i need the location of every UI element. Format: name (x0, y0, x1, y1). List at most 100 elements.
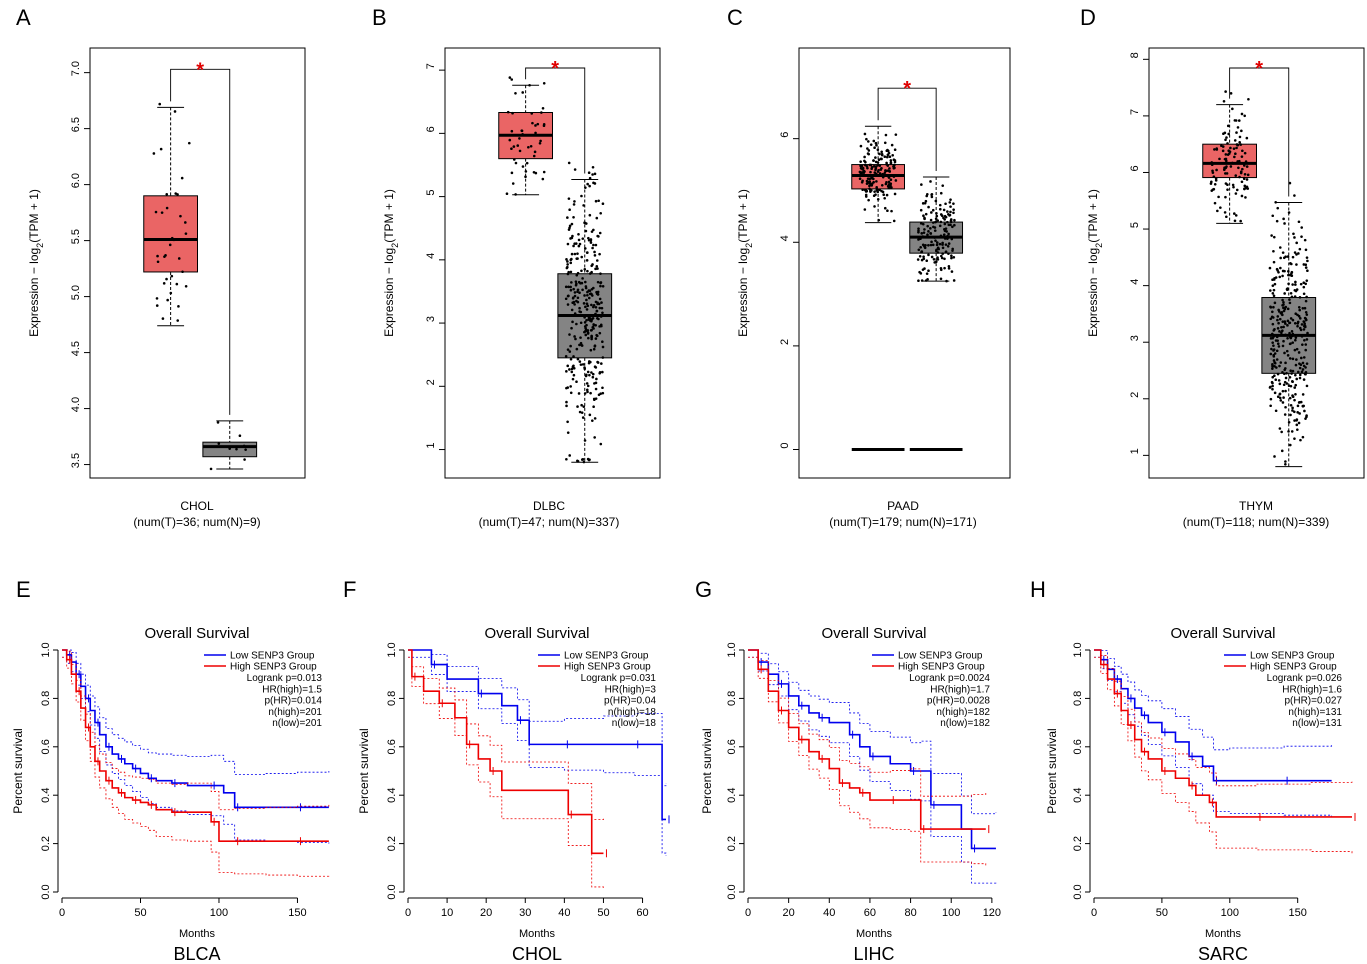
data-point (1233, 212, 1236, 215)
data-point (939, 277, 943, 281)
sample-count-label: (num(T)=118; num(N)=339) (1183, 515, 1330, 529)
y-axis-label: Percent survival (357, 728, 371, 813)
data-point (1282, 217, 1285, 221)
data-point (592, 347, 596, 351)
data-point (1225, 165, 1228, 168)
panel-letter: A (16, 5, 31, 30)
data-point (596, 360, 599, 364)
data-point (883, 141, 887, 145)
data-point (583, 267, 587, 271)
confidence-band-upper (1094, 649, 1333, 751)
data-point (598, 231, 602, 235)
data-point (1226, 188, 1229, 191)
data-point (1276, 315, 1280, 318)
data-point (1281, 320, 1285, 323)
data-point (885, 193, 889, 197)
data-point (918, 270, 921, 274)
data-point (156, 260, 160, 264)
data-point (929, 218, 933, 222)
data-point (1303, 324, 1307, 328)
data-point (950, 254, 953, 258)
x-axis-label: Months (1205, 928, 1242, 940)
data-point (924, 279, 928, 282)
km-title: Overall Survival (144, 625, 249, 642)
data-point (576, 459, 579, 463)
data-point (1243, 151, 1247, 155)
data-point (585, 318, 588, 322)
data-point (1244, 196, 1247, 199)
data-point (930, 195, 934, 199)
data-point (592, 405, 595, 408)
data-point (514, 193, 517, 196)
y-axis-label: Expression − log2(TPM + 1) (736, 189, 754, 337)
data-point (599, 392, 602, 396)
data-point (1286, 319, 1290, 323)
data-point (1295, 347, 1299, 351)
data-point (1297, 351, 1301, 354)
data-point (586, 331, 590, 335)
data-point (506, 110, 510, 114)
data-point (941, 252, 945, 255)
data-point (883, 196, 886, 200)
data-point (152, 152, 156, 155)
data-point (599, 315, 603, 318)
data-point (577, 244, 581, 248)
data-point (950, 256, 953, 260)
data-point (878, 164, 882, 167)
data-point (1235, 146, 1238, 150)
data-point (943, 228, 946, 231)
data-point (528, 83, 531, 87)
data-point (598, 252, 601, 256)
data-point (598, 297, 602, 301)
data-point (884, 133, 888, 137)
data-point (510, 129, 514, 133)
data-point (1293, 348, 1297, 352)
data-point (867, 149, 871, 152)
data-point (1231, 107, 1234, 111)
km-panel-H: H Overall Survival 0.0 0.2 0.4 0.6 0.8 1.0 0 50 10… (1030, 577, 1356, 964)
data-point (949, 198, 952, 201)
data-point (1291, 406, 1294, 410)
legend-label: Low SENP3 Group (898, 651, 983, 662)
data-point (180, 176, 184, 180)
data-point (1294, 383, 1298, 387)
data-point (595, 309, 599, 313)
data-point (938, 242, 942, 246)
data-point (235, 447, 238, 451)
data-point (875, 180, 878, 183)
data-point (1294, 393, 1297, 396)
data-point (1288, 331, 1291, 335)
data-point (155, 297, 159, 300)
data-point (599, 211, 602, 215)
data-point (601, 311, 604, 315)
data-point (1288, 357, 1292, 360)
data-point (571, 320, 574, 324)
low-group-curve (408, 649, 666, 821)
data-point (1274, 378, 1278, 382)
data-point (1291, 332, 1295, 336)
category-label: THYM (1239, 499, 1273, 513)
data-point (593, 172, 597, 176)
data-point (863, 132, 867, 136)
data-point (1302, 364, 1306, 368)
data-point (922, 231, 926, 234)
data-point (1269, 352, 1273, 356)
data-point (1210, 189, 1214, 192)
data-point (587, 238, 591, 242)
data-point (586, 329, 590, 332)
data-point (894, 133, 898, 136)
data-point (1281, 371, 1284, 374)
data-point (1286, 354, 1290, 357)
data-point (1290, 372, 1293, 375)
data-point (935, 243, 939, 247)
data-point (931, 221, 935, 224)
data-point (586, 370, 590, 374)
data-point (184, 284, 188, 288)
stat-label: n(high)=18 (608, 707, 657, 718)
data-point (580, 403, 583, 407)
data-point (589, 241, 593, 244)
data-point (1290, 330, 1294, 333)
data-point (588, 319, 592, 322)
data-point (570, 236, 574, 240)
data-point (1283, 306, 1286, 310)
